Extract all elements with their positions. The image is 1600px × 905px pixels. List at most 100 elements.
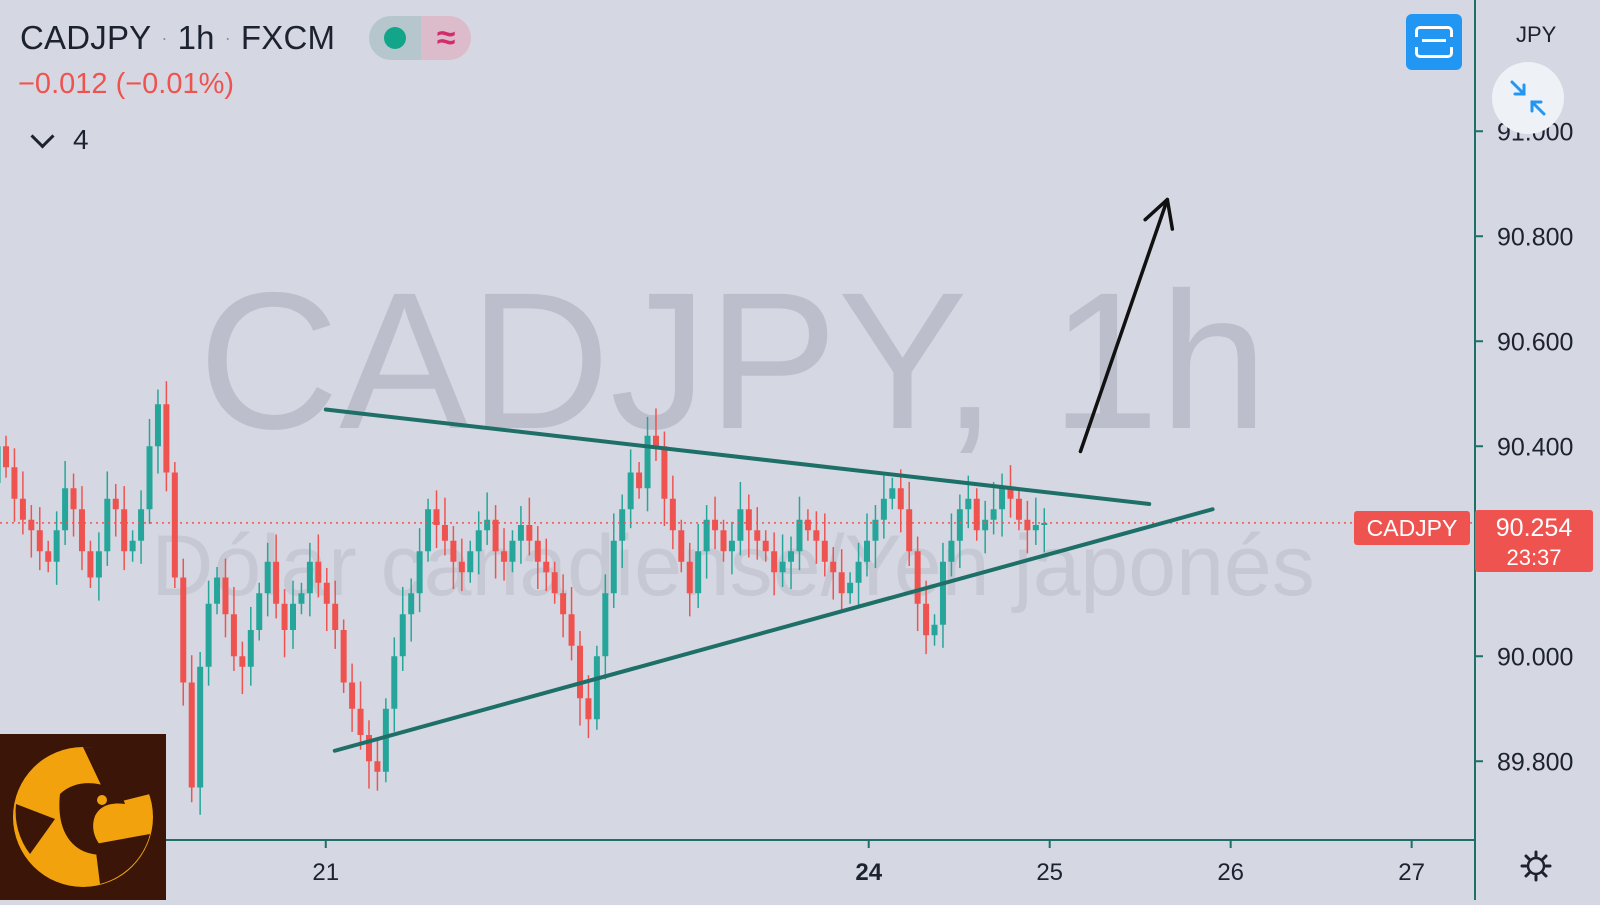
candle — [281, 589, 288, 658]
symbol-name[interactable]: CADJPY — [20, 19, 152, 56]
candle — [813, 511, 820, 564]
price-scale[interactable]: 91.00090.80090.60090.40090.20090.00089.8… — [1475, 118, 1573, 776]
candle — [855, 542, 862, 606]
watermark-symbol: CADJPY, 1h — [198, 252, 1267, 470]
candle — [644, 416, 651, 512]
candle — [501, 528, 508, 581]
candle — [897, 469, 904, 533]
candle — [433, 490, 440, 549]
triangle-trendlines[interactable] — [323, 407, 1215, 753]
candle — [880, 475, 887, 539]
candle — [610, 513, 617, 608]
candle — [762, 530, 769, 562]
breakout-arrow[interactable] — [1078, 197, 1175, 454]
candle — [323, 568, 330, 632]
trendline[interactable] — [323, 407, 1152, 506]
market-status-pill[interactable]: ≈ — [369, 16, 472, 60]
candle — [492, 505, 499, 579]
candle — [754, 507, 761, 560]
candle — [256, 582, 263, 641]
candle — [230, 586, 237, 671]
candle — [982, 500, 989, 554]
candle — [526, 497, 533, 556]
time-scale[interactable]: 202124252627 — [131, 840, 1425, 886]
candle — [669, 475, 676, 550]
candle — [205, 580, 212, 686]
candle — [771, 532, 778, 596]
candle — [121, 486, 128, 571]
candle — [298, 582, 305, 615]
bar-countdown: 23:37 — [1506, 545, 1562, 570]
candle — [45, 540, 52, 573]
price-tick-label: 89.800 — [1497, 748, 1573, 776]
candle — [695, 523, 702, 608]
candle — [1024, 500, 1031, 554]
arrow-shaft — [1078, 197, 1170, 454]
symbol-watermark: CADJPY, 1h Dólar canadiense/Yen japonés — [151, 252, 1314, 614]
candle — [956, 494, 963, 569]
indicators-toggle[interactable]: 4 — [30, 123, 89, 156]
candle — [560, 574, 567, 638]
candle — [104, 471, 111, 566]
candle — [788, 536, 795, 590]
trendline[interactable] — [332, 507, 1215, 753]
time-tick-label: 27 — [1398, 859, 1425, 886]
candle — [315, 534, 322, 598]
candle — [290, 580, 297, 649]
time-tick-label: 21 — [312, 859, 339, 886]
candle — [847, 572, 854, 604]
candle — [365, 720, 372, 789]
separator-dot: · — [161, 27, 168, 48]
candle — [36, 507, 43, 571]
candle — [636, 462, 643, 499]
fullscreen-button[interactable] — [1406, 14, 1462, 70]
shrink-button[interactable] — [1492, 62, 1564, 134]
candle — [627, 449, 634, 529]
candle — [19, 471, 26, 535]
chevron-down-icon — [30, 123, 55, 149]
candle — [467, 540, 474, 583]
candle — [247, 606, 254, 686]
currency-label: JPY — [1516, 22, 1557, 47]
candle — [11, 448, 18, 522]
candle — [990, 481, 997, 535]
candle — [382, 698, 389, 783]
candle — [534, 526, 541, 590]
candle — [1015, 488, 1022, 531]
candle — [745, 494, 752, 558]
candle — [568, 586, 575, 661]
price-tick-label: 90.400 — [1497, 433, 1573, 461]
last-price-value: 90.254 — [1495, 514, 1573, 542]
candle — [728, 521, 735, 575]
candle — [889, 477, 896, 510]
candle — [399, 586, 406, 671]
candle — [484, 492, 491, 545]
candle — [70, 473, 77, 537]
symbol-header[interactable]: CADJPY · 1h · FXCM ≈ — [20, 14, 472, 62]
candle — [425, 498, 432, 562]
candle — [332, 580, 339, 649]
candle — [585, 675, 592, 739]
candle — [239, 641, 246, 695]
exchange-label: FXCM — [240, 19, 336, 56]
candle — [450, 526, 457, 590]
candle — [872, 505, 879, 569]
candle — [804, 509, 811, 541]
separator-dot: · — [224, 27, 231, 48]
candle — [391, 637, 398, 732]
gear-icon[interactable] — [1520, 850, 1552, 882]
candle — [796, 496, 803, 571]
candle — [999, 473, 1006, 537]
candle — [686, 542, 693, 617]
candle — [830, 547, 837, 600]
price-tick-label: 90.000 — [1497, 643, 1573, 671]
candle — [349, 663, 356, 732]
interval-label[interactable]: 1h — [177, 19, 215, 56]
candlestick-series — [0, 381, 1048, 815]
symbol-price-tag: CADJPY — [1354, 511, 1470, 545]
candle — [171, 462, 178, 588]
candle — [357, 681, 364, 750]
last-price-tag: 90.254 23:37 — [1475, 510, 1593, 572]
candle — [138, 490, 145, 564]
